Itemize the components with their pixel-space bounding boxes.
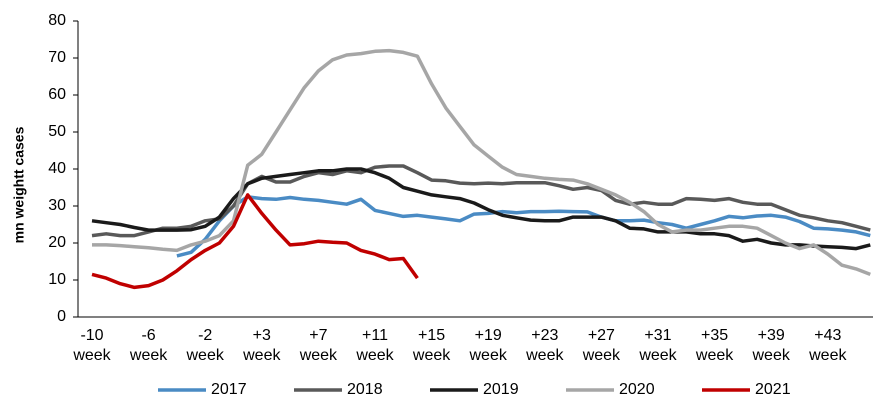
- x-tick-label: +39 week: [752, 327, 790, 364]
- legend-label: 2019: [483, 381, 519, 398]
- x-tick-label: -6 week: [129, 327, 168, 364]
- x-tick-label: +43 week: [809, 327, 847, 364]
- y-axis-label: mn weightt cases: [11, 126, 27, 243]
- legend-label: 2020: [619, 381, 655, 398]
- y-tick-label: 80: [48, 12, 66, 29]
- y-tick-label: 10: [48, 271, 66, 288]
- x-tick-label: +23 week: [526, 327, 564, 364]
- series-line: [176, 195, 871, 258]
- x-tick-label: +19 week: [469, 327, 507, 364]
- y-tick-label: 30: [48, 197, 66, 214]
- y-tick-label: 20: [48, 234, 66, 251]
- series-line: [91, 167, 871, 251]
- series-line: [92, 48, 871, 277]
- y-tick-label: 50: [48, 123, 66, 140]
- legend-label: 2018: [347, 381, 383, 398]
- x-tick-label: -2 week: [186, 327, 224, 364]
- x-tick-label: +35 week: [695, 327, 734, 364]
- y-tick-label: 60: [48, 86, 66, 103]
- x-tick-label: +15 week: [412, 327, 451, 364]
- y-tick-label: 0: [57, 308, 66, 325]
- legend-label: 2021: [755, 381, 791, 398]
- y-tick-label: 40: [48, 160, 66, 177]
- y-tick-label: 70: [48, 49, 66, 66]
- x-tick-label: +31 week: [639, 327, 677, 364]
- x-tick-label: +11 week: [356, 327, 394, 364]
- x-tick-label: -10 week: [73, 327, 111, 364]
- series-line: [91, 193, 419, 290]
- x-tick-label: +7 week: [299, 327, 338, 364]
- x-tick-label: +3 week: [243, 327, 281, 364]
- legend-label: 2017: [211, 381, 247, 398]
- x-tick-label: +27 week: [582, 327, 621, 364]
